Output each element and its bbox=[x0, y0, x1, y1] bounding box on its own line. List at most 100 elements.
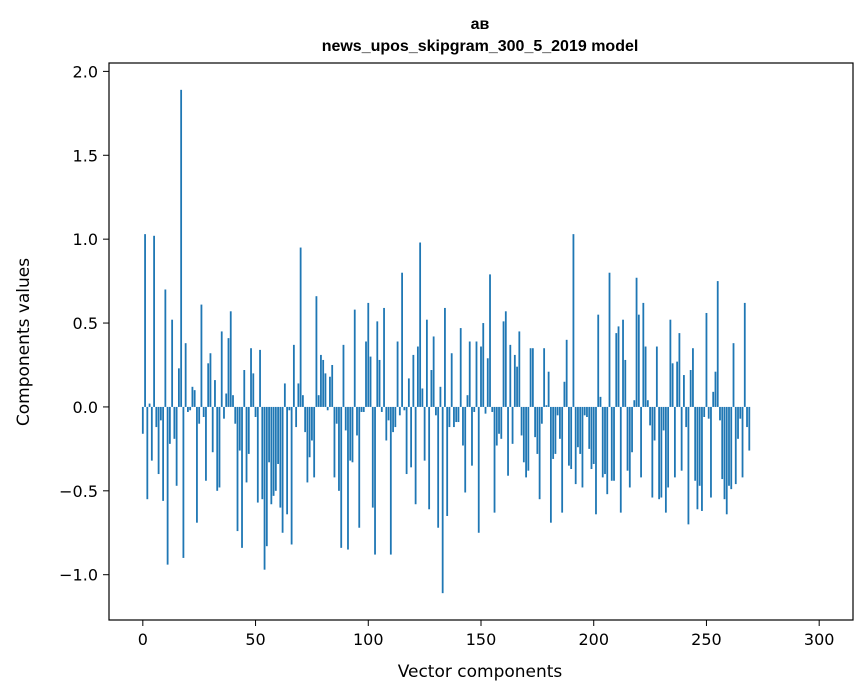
bar bbox=[340, 406, 343, 548]
bar bbox=[741, 406, 744, 478]
bar bbox=[374, 406, 376, 555]
bar bbox=[464, 406, 467, 493]
bar bbox=[277, 406, 279, 464]
bar bbox=[272, 406, 275, 496]
bar bbox=[728, 406, 730, 486]
bar bbox=[416, 346, 419, 407]
x-tick-label: 300 bbox=[804, 630, 835, 649]
bar bbox=[202, 406, 205, 417]
bar bbox=[518, 331, 521, 407]
bar bbox=[241, 406, 243, 548]
bar bbox=[437, 406, 440, 528]
bar bbox=[322, 359, 325, 407]
bar bbox=[637, 314, 640, 407]
bar bbox=[696, 406, 699, 510]
bar bbox=[175, 406, 178, 486]
bar bbox=[707, 406, 710, 419]
bar bbox=[304, 406, 307, 433]
bar bbox=[714, 371, 717, 407]
bar bbox=[626, 406, 629, 471]
bar bbox=[419, 242, 422, 407]
bar bbox=[608, 272, 611, 407]
bar bbox=[457, 406, 460, 423]
bar bbox=[349, 406, 352, 461]
chart-title: ав bbox=[471, 16, 490, 33]
chart-subtitle: news_upos_skipgram_300_5_2019 model bbox=[322, 38, 639, 55]
bar bbox=[164, 289, 167, 407]
bar bbox=[146, 406, 149, 500]
bar bbox=[588, 406, 591, 449]
bar bbox=[721, 406, 724, 480]
bar bbox=[554, 406, 557, 454]
bar bbox=[392, 406, 394, 433]
bar bbox=[495, 406, 498, 446]
bar bbox=[480, 346, 482, 407]
bar bbox=[335, 406, 338, 424]
bar bbox=[286, 406, 289, 515]
bar bbox=[484, 406, 487, 414]
bar bbox=[563, 381, 566, 407]
bar bbox=[189, 406, 192, 411]
bar bbox=[369, 356, 372, 407]
bar bbox=[477, 406, 480, 533]
bar bbox=[739, 406, 742, 419]
bar bbox=[362, 406, 365, 412]
bar bbox=[719, 406, 721, 421]
bar bbox=[450, 353, 453, 407]
bar bbox=[694, 406, 697, 481]
bar bbox=[353, 309, 356, 407]
bar bbox=[597, 314, 600, 407]
bar bbox=[545, 405, 548, 407]
bar bbox=[730, 406, 733, 490]
bar bbox=[651, 406, 654, 498]
y-tick-label: 0.0 bbox=[73, 398, 98, 417]
bar bbox=[200, 304, 203, 407]
bar bbox=[680, 406, 683, 471]
bar bbox=[633, 400, 636, 407]
bar bbox=[615, 333, 618, 407]
bar bbox=[301, 395, 304, 407]
y-axis-label: Components values bbox=[14, 258, 34, 426]
bar bbox=[536, 406, 539, 454]
bar bbox=[225, 393, 228, 407]
bar bbox=[218, 406, 221, 488]
bar bbox=[482, 323, 485, 407]
bar bbox=[423, 406, 426, 461]
bar bbox=[531, 348, 534, 407]
bar bbox=[405, 406, 408, 475]
bar bbox=[595, 406, 597, 515]
bar bbox=[191, 386, 194, 407]
bar bbox=[689, 370, 692, 407]
bar bbox=[502, 321, 505, 407]
bar bbox=[265, 406, 268, 547]
bar bbox=[441, 406, 444, 594]
bar bbox=[658, 406, 661, 500]
bar bbox=[692, 348, 694, 407]
bar bbox=[604, 406, 606, 475]
bar bbox=[407, 378, 410, 407]
bar bbox=[317, 395, 320, 407]
y-axis: −1.0 −0.5 0.0 0.5 1.0 1.5 2.0 bbox=[59, 62, 109, 585]
y-tick-label: −0.5 bbox=[59, 482, 98, 501]
bar bbox=[590, 406, 593, 470]
bar bbox=[214, 380, 216, 407]
bar bbox=[344, 406, 347, 431]
bar bbox=[295, 406, 298, 428]
bar bbox=[184, 343, 187, 407]
x-axis: 0 50 100 150 200 250 300 bbox=[138, 620, 835, 649]
bar bbox=[236, 406, 239, 532]
bar bbox=[507, 406, 509, 476]
bar bbox=[263, 406, 266, 570]
bar bbox=[394, 406, 397, 428]
x-tick-label: 150 bbox=[466, 630, 497, 649]
bar bbox=[256, 406, 259, 503]
bar bbox=[193, 390, 196, 407]
bar bbox=[198, 406, 201, 424]
bar bbox=[425, 319, 428, 407]
bar bbox=[243, 370, 246, 407]
bar bbox=[599, 396, 602, 407]
bar bbox=[624, 359, 627, 407]
bar bbox=[288, 406, 291, 411]
bar bbox=[396, 341, 399, 407]
